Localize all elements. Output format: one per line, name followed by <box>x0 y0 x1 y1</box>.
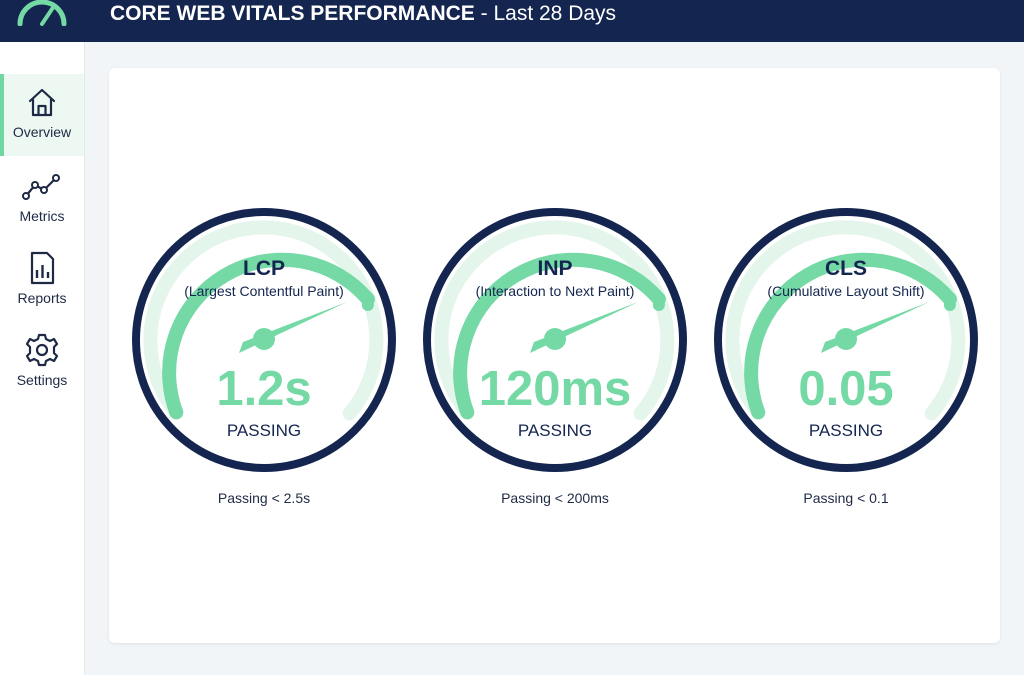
sidebar: Overview Metrics Reports Settings <box>0 42 85 675</box>
page-title: CORE WEB VITALS PERFORMANCE - Last 28 Da… <box>110 2 616 26</box>
gauge-inp: INP (Interaction to Next Paint) 120ms PA… <box>422 205 688 475</box>
gauge-dial-lcp <box>132 208 396 472</box>
gauge-threshold-lcp: Passing < 2.5s <box>217 490 311 506</box>
speedometer-logo-icon <box>17 0 67 26</box>
gauge-metric-full-name: (Interaction to Next Paint) <box>475 283 635 299</box>
gauge-threshold-inp: Passing < 200ms <box>501 490 609 506</box>
sidebar-item-metrics[interactable]: Metrics <box>0 160 84 242</box>
page-title-separator: - <box>474 2 494 25</box>
gauge-cls: CLS (Cumulative Layout Shift) 0.05 PASSI… <box>713 205 979 475</box>
sidebar-item-label: Reports <box>17 290 67 306</box>
sidebar-item-label: Metrics <box>19 208 65 224</box>
sidebar-item-label: Overview <box>12 124 72 140</box>
home-icon <box>28 88 56 117</box>
gauge-metric-name: CLS <box>825 257 867 280</box>
gear-icon <box>25 333 59 367</box>
line-chart-icon <box>22 174 60 200</box>
gauge-value: 120ms <box>478 362 632 416</box>
page-title-main: CORE WEB VITALS PERFORMANCE <box>110 2 475 25</box>
gauge-status: PASSING <box>226 421 302 440</box>
gauge-metric-name: LCP <box>243 257 285 280</box>
gauge-status: PASSING <box>808 421 884 440</box>
sidebar-item-settings[interactable]: Settings <box>0 324 84 406</box>
gauge-metric-full-name: (Cumulative Layout Shift) <box>767 283 925 299</box>
app-header: CORE WEB VITALS PERFORMANCE - Last 28 Da… <box>0 0 1024 42</box>
sidebar-item-overview[interactable]: Overview <box>0 74 84 156</box>
gauge-lcp: LCP (Largest Contentful Paint) 1.2s PASS… <box>131 205 397 475</box>
gauge-dial-inp <box>423 208 687 472</box>
sidebar-item-label: Settings <box>16 372 68 388</box>
page-title-period: Last 28 Days <box>493 2 617 25</box>
gauge-metric-full-name: (Largest Contentful Paint) <box>184 283 344 299</box>
report-icon <box>30 251 55 285</box>
gauge-value: 0.05 <box>798 362 894 416</box>
gauge-status: PASSING <box>517 421 593 440</box>
sidebar-item-reports[interactable]: Reports <box>0 242 84 324</box>
gauge-value: 1.2s <box>216 362 312 416</box>
gauge-metric-name: INP <box>537 257 573 280</box>
gauge-threshold-cls: Passing < 0.1 <box>803 490 889 506</box>
gauge-dial-cls <box>714 208 978 472</box>
